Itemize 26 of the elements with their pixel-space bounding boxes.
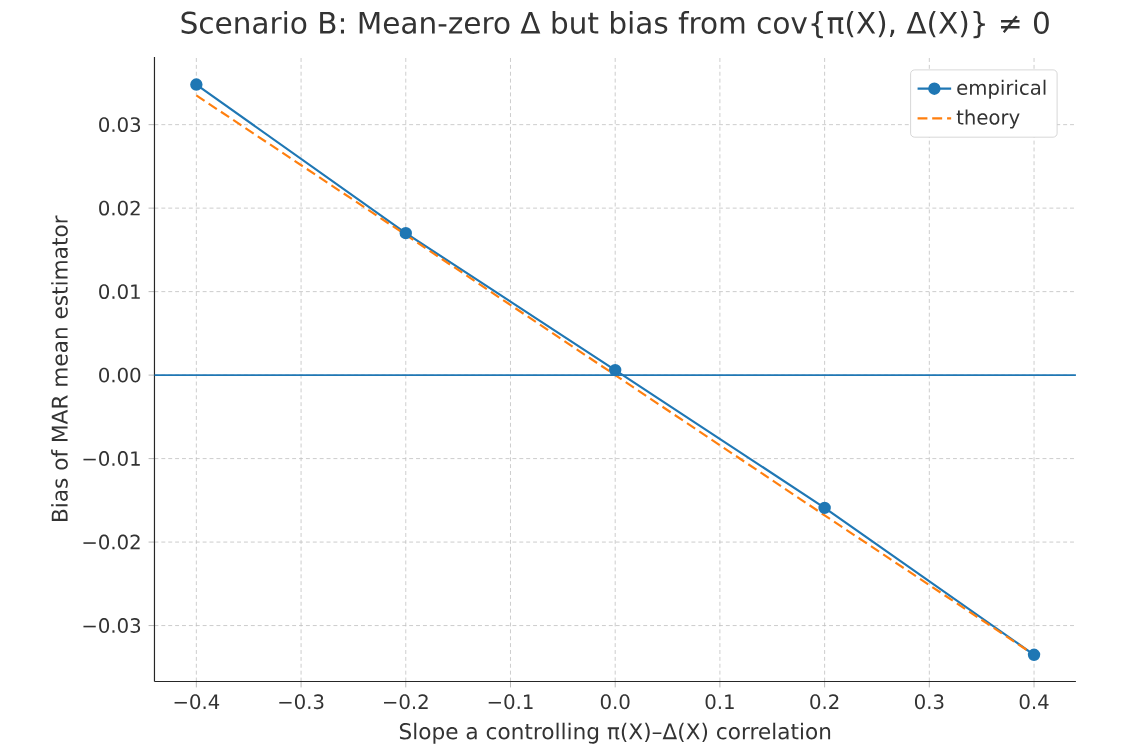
x-tick-label: −0.3: [279, 694, 324, 710]
x-tick-label: 0.3: [914, 694, 944, 710]
x-axis-title: Slope a controlling π(X)–Δ(X) correlation: [399, 722, 831, 744]
y-tick-label: 0.02: [99, 200, 140, 216]
y-tick-label: −0.03: [83, 617, 141, 633]
point: [399, 226, 412, 240]
legend-label: theory: [956, 109, 1020, 129]
x-tick-label: 0.2: [810, 694, 839, 710]
point: [190, 78, 203, 91]
x-tick-label: −0.4: [174, 694, 220, 710]
x-tick-label: 0.1: [705, 694, 734, 710]
point: [818, 501, 831, 514]
x-tick-label: 0.4: [1019, 694, 1049, 710]
y-tick-label: 0.01: [99, 284, 140, 299]
x-tick-label: −0.2: [383, 694, 428, 710]
y-tick-label: 0.00: [99, 367, 141, 383]
y-tick-label: −0.02: [83, 534, 140, 550]
y-axis-title: Bias of MAR mean estimator: [51, 215, 68, 521]
x-tick-label: −0.1: [488, 694, 533, 710]
y-tick-label: 0.03: [99, 117, 141, 132]
point: [609, 363, 622, 377]
x-tick-label: 0.0: [600, 694, 630, 710]
legend-label: empirical: [957, 79, 1046, 99]
chart-title: Scenario B: Mean-zero Δ but bias from cov{π(X), Δ(X)} ≠ 0: [181, 10, 1049, 39]
point: [1027, 648, 1041, 661]
y-tick-label: −0.01: [83, 450, 140, 466]
